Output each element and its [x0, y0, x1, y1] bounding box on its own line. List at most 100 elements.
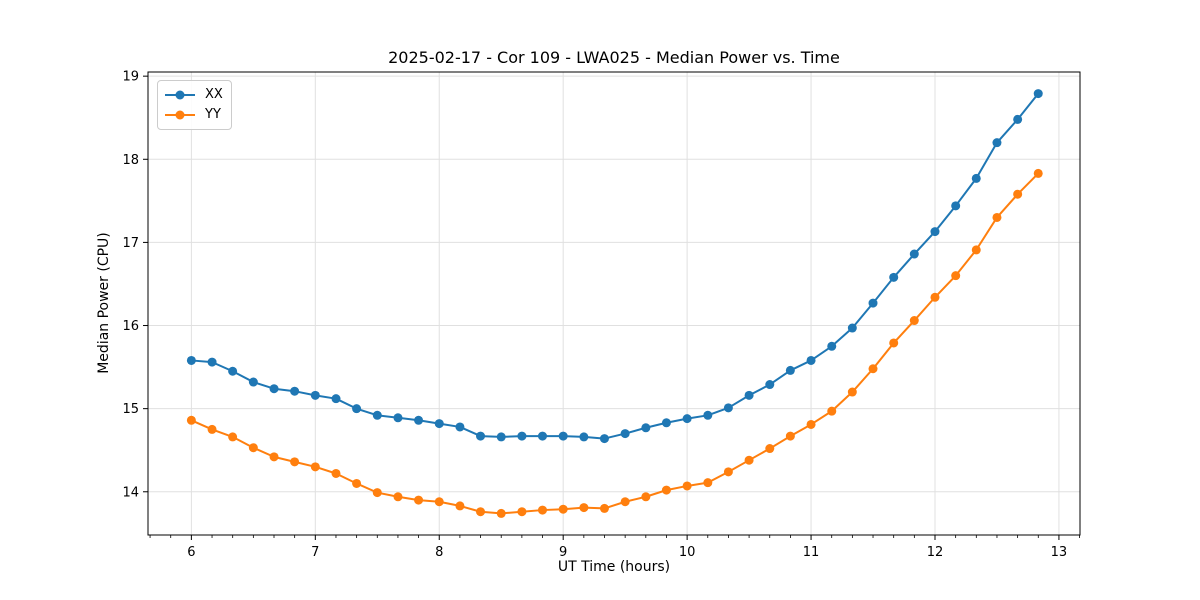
x-tick-label: 11	[803, 545, 820, 560]
x-tick-label: 9	[559, 545, 567, 560]
series-yy-marker	[620, 497, 630, 507]
series-yy-marker	[476, 507, 486, 517]
series-yy-marker	[723, 467, 733, 477]
x-tick-label: 12	[927, 545, 944, 560]
series-xx-marker	[744, 390, 754, 400]
series-xx-marker	[971, 173, 981, 183]
series-xx-marker	[703, 410, 713, 420]
series-xx-marker	[331, 394, 341, 404]
series-yy-marker	[537, 505, 547, 515]
series-yy-marker	[682, 481, 692, 491]
series-xx-marker	[868, 298, 878, 308]
series-yy-marker	[909, 316, 919, 326]
series-xx-marker	[909, 249, 919, 259]
series-yy-marker	[1033, 168, 1043, 178]
series-xx-marker	[951, 201, 961, 211]
series-xx-line	[191, 92, 1040, 440]
series-xx-marker	[352, 404, 362, 414]
plot-border	[147, 71, 1081, 536]
series-xx-marker	[661, 418, 671, 428]
series-xx-marker	[496, 432, 506, 442]
legend: XX YY	[157, 80, 232, 130]
series-xx-marker	[620, 429, 630, 439]
series-xx-marker	[414, 415, 424, 425]
series-yy-marker	[310, 462, 320, 472]
series-xx-marker	[847, 323, 857, 333]
series-yy-marker	[661, 485, 671, 495]
series-yy-marker	[352, 478, 362, 488]
series-xx-marker	[889, 272, 899, 282]
series-xx-marker	[434, 419, 444, 429]
chart-title: 2025-02-17 - Cor 109 - LWA025 - Median P…	[388, 48, 840, 67]
series-yy-marker	[393, 492, 403, 502]
series-yy-marker	[517, 507, 527, 517]
series-yy-marker	[228, 432, 238, 442]
series-xx-marker	[785, 365, 795, 375]
y-tick-label: 14	[122, 485, 139, 500]
series-xx-marker	[930, 227, 940, 237]
legend-item-yy: YY	[163, 105, 223, 125]
series-xx-marker	[723, 403, 733, 413]
series-yy-marker	[496, 508, 506, 518]
series-xx-marker	[806, 355, 816, 365]
series-yy-marker	[290, 457, 300, 467]
series-xx-marker	[992, 138, 1002, 148]
y-tick-label: 18	[122, 153, 139, 168]
series-xx-marker	[476, 431, 486, 441]
series-yy-marker	[765, 444, 775, 454]
series-yy-marker	[847, 387, 857, 397]
series-xx-marker	[186, 355, 196, 365]
series-yy-marker	[1013, 189, 1023, 199]
y-tick-label: 16	[122, 319, 139, 334]
series-yy-marker	[930, 292, 940, 302]
x-tick-label: 7	[311, 545, 319, 560]
series-xx-marker	[372, 410, 382, 420]
series-xx-marker	[1033, 89, 1043, 99]
series-xx-marker	[290, 386, 300, 396]
series-yy-marker	[599, 503, 609, 513]
series-yy-marker	[744, 455, 754, 465]
series-xx-marker	[827, 341, 837, 351]
series-xx-marker	[1013, 114, 1023, 124]
x-axis-label: UT Time (hours)	[557, 559, 671, 575]
x-tick-label: 13	[1051, 545, 1068, 560]
legend-label: YY	[205, 107, 221, 122]
series-xx-marker	[207, 357, 217, 367]
series-xx-marker	[228, 366, 238, 376]
series-xx-marker	[765, 380, 775, 390]
series-xx-marker	[641, 423, 651, 433]
legend-line-marker-icon	[165, 90, 195, 100]
series-yy-marker	[579, 503, 589, 513]
series-xx-marker	[558, 431, 568, 441]
series-yy-marker	[827, 406, 837, 416]
series-xx-marker	[579, 432, 589, 442]
series-yy-marker	[434, 497, 444, 507]
series-yy-line	[190, 172, 1039, 515]
series-yy-marker	[703, 478, 713, 488]
y-axis-label: Median Power (CPU)	[96, 232, 112, 374]
series-yy-marker	[641, 492, 651, 502]
series-yy-marker	[186, 415, 196, 425]
series-xx-marker	[455, 422, 465, 432]
series-yy-marker	[785, 431, 795, 441]
series-xx-marker	[269, 384, 279, 394]
series-yy-marker	[951, 271, 961, 281]
series-yy-marker	[269, 452, 279, 462]
y-tick-label: 15	[122, 402, 139, 417]
series-xx-marker	[599, 434, 609, 444]
series-yy-marker	[372, 488, 382, 498]
series-yy-marker	[455, 501, 465, 511]
series-xx-marker	[682, 414, 692, 424]
series-xx-marker	[248, 377, 258, 387]
series-xx-marker	[537, 431, 547, 441]
x-tick-label: 6	[187, 545, 195, 560]
series-yy-marker	[207, 424, 217, 434]
series-xx-marker	[517, 431, 527, 441]
y-tick-label: 17	[122, 236, 139, 251]
series-yy-marker	[889, 338, 899, 348]
series-yy-marker	[414, 495, 424, 505]
legend-item-xx: XX	[163, 85, 223, 105]
series-yy-marker	[331, 468, 341, 478]
series-yy-marker	[971, 245, 981, 255]
